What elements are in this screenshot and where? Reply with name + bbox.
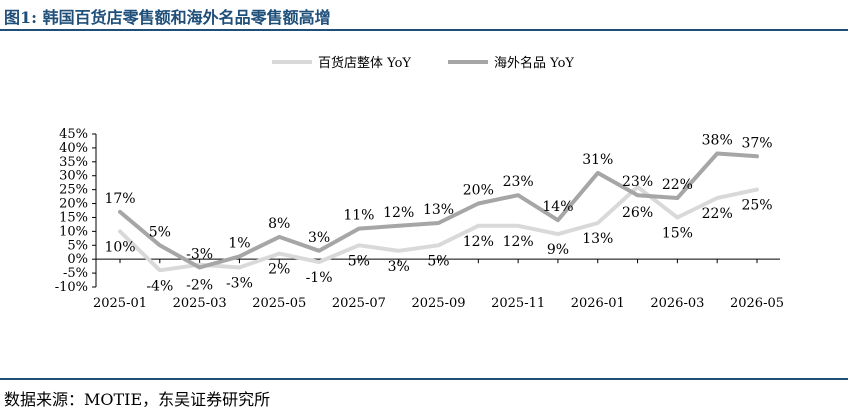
data-label-overall: 12%	[503, 234, 534, 250]
data-label-luxury: 12%	[383, 205, 414, 221]
y-tick-label: 0%	[67, 252, 88, 267]
data-label-overall: 5%	[348, 253, 370, 269]
legend-label-luxury: 海外名品 YoY	[494, 55, 574, 71]
x-tick-label: 2026-03	[650, 296, 704, 311]
data-label-overall: 15%	[662, 225, 693, 241]
data-label-overall: 10%	[104, 239, 135, 255]
data-label-luxury: 20%	[463, 183, 494, 199]
data-label-luxury: 5%	[149, 224, 171, 240]
x-tick-label: 2025-11	[491, 296, 545, 311]
data-label-luxury: 14%	[542, 199, 573, 215]
source-note: 数据来源：MOTIE，东吴证券研究所	[4, 390, 271, 409]
data-label-luxury: 37%	[741, 135, 772, 151]
data-label-overall: 3%	[388, 259, 410, 275]
data-label-overall: 12%	[463, 234, 494, 250]
y-tick-label: -5%	[63, 266, 88, 281]
data-label-luxury: 38%	[702, 132, 733, 148]
y-tick-label: 5%	[67, 238, 88, 253]
data-label-luxury: 17%	[104, 191, 135, 207]
y-tick-label: 35%	[59, 155, 88, 170]
data-label-luxury: 3%	[308, 230, 330, 246]
data-label-overall: 5%	[427, 253, 449, 269]
x-tick-label: 2025-09	[411, 296, 465, 311]
y-tick-label: 45%	[59, 127, 88, 142]
data-label-overall: -4%	[146, 278, 173, 294]
y-tick-label: 10%	[59, 224, 88, 239]
y-tick-label: 15%	[59, 210, 88, 225]
data-label-overall: 2%	[268, 262, 290, 278]
x-tick-label: 2025-05	[252, 296, 306, 311]
source-divider	[0, 378, 848, 380]
data-label-overall: -2%	[186, 278, 213, 294]
x-tick-label: 2025-01	[93, 296, 147, 311]
data-label-overall: 13%	[582, 231, 613, 247]
title-divider	[0, 29, 848, 31]
y-tick-label: 25%	[59, 183, 88, 198]
data-label-overall: 25%	[741, 198, 772, 214]
series-line-luxury	[118, 151, 759, 270]
data-label-overall: 9%	[547, 242, 569, 258]
data-label-luxury: 23%	[503, 174, 534, 190]
data-label-luxury: 13%	[423, 202, 454, 218]
data-label-overall: 26%	[622, 205, 653, 221]
x-tick-label: 2026-01	[571, 296, 625, 311]
data-label-luxury: -3%	[186, 247, 213, 263]
data-label-luxury: 31%	[582, 152, 613, 168]
data-label-luxury: 22%	[662, 177, 693, 193]
x-tick-label: 2026-05	[730, 296, 784, 311]
data-label-luxury: 11%	[343, 208, 374, 224]
y-tick-label: 30%	[59, 169, 88, 184]
legend-label-overall: 百货店整体 YoY	[318, 55, 411, 71]
x-tick-label: 2025-07	[332, 296, 386, 311]
y-tick-label: -10%	[55, 280, 88, 295]
x-tick-label: 2025-03	[173, 296, 227, 311]
figure-title: 图1: 韩国百货店零售额和海外名品零售额高增	[4, 8, 331, 27]
y-tick-label: 40%	[59, 141, 88, 156]
data-label-luxury: 8%	[268, 216, 290, 232]
data-label-overall: -3%	[226, 276, 253, 292]
y-tick-label: 20%	[59, 197, 88, 212]
line-chart: -10%-5%0%5%10%15%20%25%30%35%40%45%2025-…	[55, 55, 784, 311]
data-label-luxury: 1%	[228, 235, 250, 251]
data-label-luxury: 23%	[622, 174, 653, 190]
data-label-overall: -1%	[306, 270, 333, 286]
data-label-overall: 22%	[702, 206, 733, 222]
